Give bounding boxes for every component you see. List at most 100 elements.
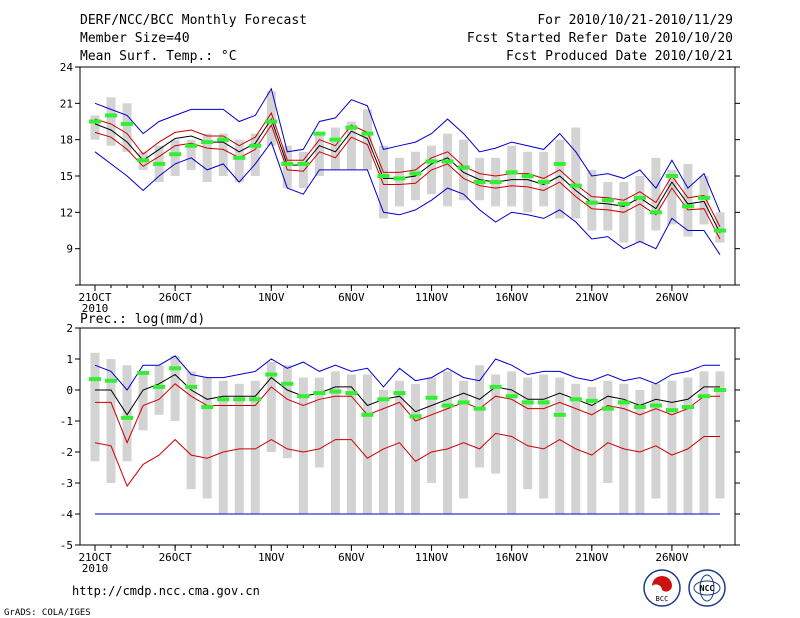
observed-marker: [425, 395, 438, 400]
ncc-logo-text: NCC: [700, 584, 715, 593]
ensemble-box: [346, 374, 356, 514]
observed-marker: [649, 210, 662, 215]
observed-marker: [714, 388, 726, 392]
ncc-logo-orbit: [699, 574, 715, 602]
ensemble-box: [250, 133, 260, 176]
observed-marker: [633, 195, 646, 200]
ensemble-box: [378, 390, 388, 514]
ensemble-box: [250, 380, 260, 514]
observed-marker: [441, 403, 454, 408]
x-tick-label: 26NOV: [655, 291, 688, 304]
x-tick-label: 1NOV: [258, 291, 285, 304]
ensemble-box: [90, 352, 100, 462]
ensemble-box: [282, 145, 292, 189]
observed-marker: [649, 403, 662, 408]
ensemble-box: [170, 139, 180, 176]
ensemble-box: [314, 133, 324, 176]
y-tick-label: 0: [66, 384, 73, 397]
ensemble-box: [186, 371, 196, 490]
observed-marker: [521, 174, 534, 178]
ensemble-box: [651, 157, 661, 231]
ensemble-box: [443, 133, 453, 207]
ensemble-box: [699, 176, 709, 225]
ensemble-box: [298, 151, 308, 189]
y-tick-label: -3: [60, 477, 73, 490]
x-tick-label: 21OCT: [78, 551, 111, 564]
observed-marker: [201, 140, 214, 145]
y-tick-label: 15: [60, 170, 73, 183]
bcc-logo-text: BCC: [656, 595, 669, 603]
ensemble-box: [571, 127, 581, 219]
ensemble-box: [394, 380, 404, 514]
observed-marker: [329, 389, 342, 394]
y-tick-label: -5: [60, 539, 73, 552]
observed-marker: [169, 366, 182, 371]
observed-marker: [489, 180, 502, 185]
ensemble-box: [667, 169, 677, 225]
ensemble-box: [154, 365, 164, 415]
observed-marker: [281, 161, 294, 166]
ensemble-box: [362, 374, 372, 514]
x-tick-label: 6NOV: [338, 291, 365, 304]
ensemble-box: [282, 365, 292, 459]
forecast-produced-label: Fcst Produced Date 2010/10/21: [506, 49, 733, 64]
observed-marker: [169, 152, 182, 157]
observed-marker: [457, 400, 470, 405]
ensemble-box: [394, 157, 404, 207]
ensemble-box: [218, 380, 228, 514]
bcc-logo: BCC: [643, 569, 681, 607]
ensemble-box: [266, 362, 276, 452]
x-tick-label: 11NOV: [415, 291, 448, 304]
ensemble-box: [715, 371, 725, 499]
observed-marker: [489, 384, 502, 389]
observed-marker: [585, 398, 598, 403]
ensemble-box: [411, 383, 421, 514]
observed-marker: [361, 412, 374, 417]
observed-marker: [569, 183, 582, 188]
grads-credit: GrADS: COLA/IGES: [4, 608, 91, 618]
y-tick-label: -1: [60, 415, 73, 428]
ensemble-box: [186, 139, 196, 170]
observed-marker: [185, 143, 198, 148]
source-url[interactable]: http://cmdp.ncc.cma.gov.cn: [72, 584, 260, 598]
y-tick-label: 21: [60, 97, 73, 110]
upper-spread-line: [95, 383, 720, 445]
observed-marker: [665, 408, 678, 413]
observed-marker: [105, 378, 118, 383]
ensemble-box: [138, 371, 148, 431]
observed-marker: [249, 143, 262, 148]
ensemble-box: [507, 371, 517, 514]
ensemble-box: [218, 133, 228, 176]
observed-marker: [217, 397, 230, 402]
observed-marker: [185, 384, 198, 389]
ensemble-box: [314, 377, 324, 468]
ensemble-mean-line: [95, 373, 720, 416]
observed-marker: [714, 228, 726, 233]
ensemble-box: [667, 380, 677, 514]
observed-marker: [121, 121, 134, 126]
upper-envelope-line: [94, 87, 721, 213]
observed-marker: [265, 119, 278, 124]
x-tick-label: 16NOV: [495, 291, 528, 304]
observed-marker: [361, 131, 374, 136]
observed-marker: [617, 400, 630, 405]
x-tick-label: 21NOV: [575, 551, 608, 564]
y-tick-label: -4: [60, 508, 74, 521]
observed-marker: [393, 176, 406, 181]
observed-marker: [137, 158, 150, 163]
observed-marker: [697, 195, 710, 200]
x-tick-label: 26NOV: [655, 551, 688, 564]
ensemble-box: [491, 374, 501, 474]
observed-marker: [473, 406, 486, 411]
observed-marker: [297, 394, 310, 399]
ncc-logo-ring: [688, 569, 726, 607]
observed-marker: [297, 161, 310, 166]
ncc-logo-orbit: [693, 580, 721, 596]
observed-marker: [201, 405, 214, 410]
observed-marker: [393, 391, 406, 396]
observed-marker: [265, 372, 278, 377]
observed-marker: [521, 400, 534, 405]
